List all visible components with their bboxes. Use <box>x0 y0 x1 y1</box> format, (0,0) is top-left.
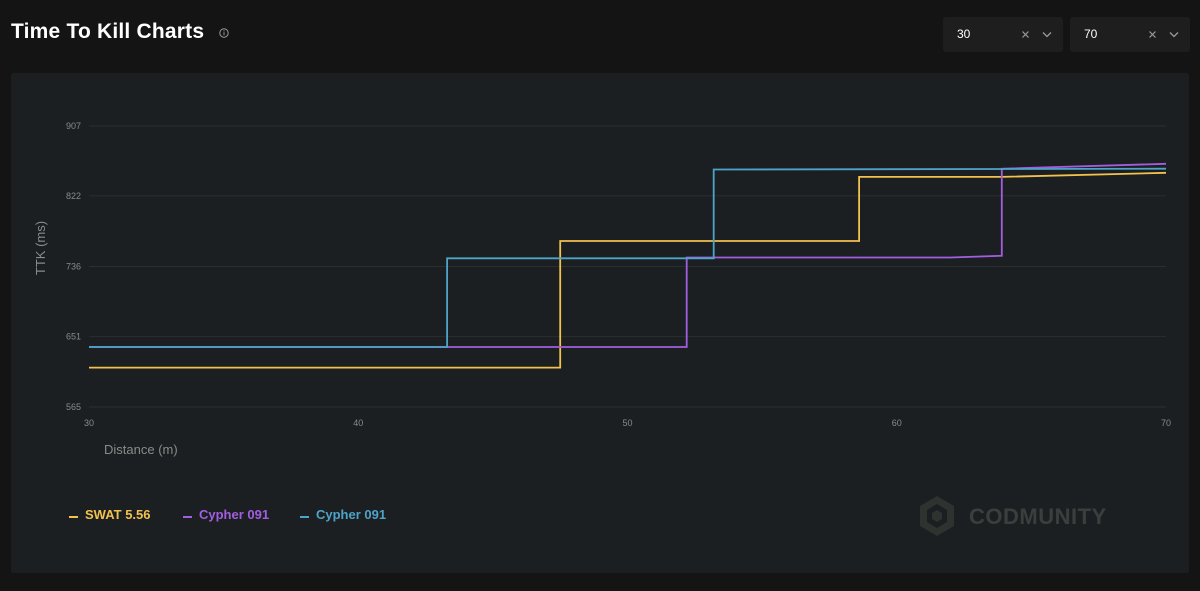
clear-icon[interactable] <box>1148 30 1157 39</box>
chevron-down-icon[interactable] <box>1169 31 1179 38</box>
x-tick-label: 70 <box>1161 418 1171 428</box>
chevron-down-icon[interactable] <box>1042 31 1052 38</box>
x-tick-label: 40 <box>353 418 363 428</box>
y-tick-label: 651 <box>66 331 81 341</box>
y-tick-label: 736 <box>66 262 81 272</box>
info-icon[interactable] <box>219 28 229 38</box>
y-tick-label: 565 <box>66 402 81 412</box>
y-axis-label: TTK (ms) <box>33 221 48 275</box>
range-end-value: 70 <box>1084 27 1098 41</box>
header: Time To Kill Charts 30 70 <box>0 0 1200 72</box>
range-start-value: 30 <box>957 27 971 41</box>
series-line-cypher-blue <box>89 167 1167 348</box>
chart-panel: 907 822 736 651 565 30 40 50 60 70 TTK (ms) Distanc… <box>11 73 1189 573</box>
legend-swatch <box>183 516 192 518</box>
legend-label: SWAT 5.56 <box>85 507 151 522</box>
range-end-select[interactable]: 70 <box>1070 17 1190 52</box>
watermark: CODMUNITY <box>917 494 1117 538</box>
range-start-select[interactable]: 30 <box>943 17 1063 52</box>
series-line-cypher-purple <box>89 162 1167 348</box>
x-tick-label: 50 <box>622 418 632 428</box>
x-axis-label: Distance (m) <box>104 442 178 457</box>
y-tick-label: 822 <box>66 191 81 201</box>
clear-icon[interactable] <box>1021 30 1030 39</box>
legend-swatch <box>69 516 78 518</box>
series-line-swat <box>89 171 1167 369</box>
watermark-text: CODMUNITY <box>969 504 1107 529</box>
legend-swatch <box>300 516 309 518</box>
x-tick-label: 30 <box>84 418 94 428</box>
legend-label: Cypher 091 <box>199 507 270 522</box>
legend-label: Cypher 091 <box>316 507 387 522</box>
x-tick-label: 60 <box>892 418 902 428</box>
page-title: Time To Kill Charts <box>11 20 205 43</box>
hexagon-logo-icon <box>920 496 954 536</box>
y-tick-label: 907 <box>66 121 81 131</box>
